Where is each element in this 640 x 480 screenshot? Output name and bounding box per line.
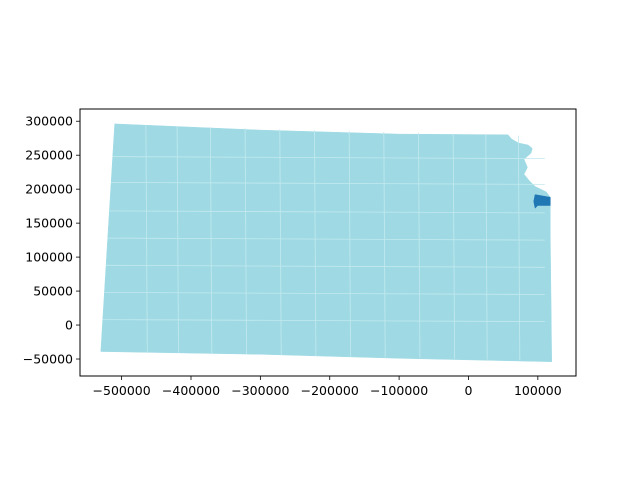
y-tick-label: 50000 xyxy=(33,284,73,299)
county-boundary-v-5 xyxy=(314,130,317,356)
county-boundary-v-1 xyxy=(176,126,179,353)
y-axis: −50000 0 50000 100000 150000 200000 250000 3000… xyxy=(23,114,80,367)
y-tick-label: −50000 xyxy=(23,352,73,367)
x-tick-label: −200000 xyxy=(301,383,359,398)
y-tick-label: 0 xyxy=(65,318,73,333)
x-tick-label: 100000 xyxy=(514,383,562,398)
county-boundary-v-0 xyxy=(145,125,148,352)
x-tick-label: −500000 xyxy=(93,383,151,398)
x-axis: −500000 −400000 −300000 −200000 −100000 0 1000… xyxy=(93,376,562,398)
y-tick-label: 250000 xyxy=(25,148,73,163)
county-boundary-h-4 xyxy=(106,264,545,268)
y-tick-label: 300000 xyxy=(25,114,73,129)
county-boundary-h-1 xyxy=(111,181,545,185)
plot-area xyxy=(100,123,552,362)
county-boundary-h-0 xyxy=(112,156,545,160)
y-tick-label: 100000 xyxy=(25,250,73,265)
county-boundary-h-6 xyxy=(102,319,545,323)
x-tick-label: 0 xyxy=(464,383,472,398)
county-boundary-v-2 xyxy=(210,127,213,354)
county-boundary-v-6 xyxy=(348,131,351,357)
y-tick-label: 150000 xyxy=(25,216,73,231)
y-tick-label: 200000 xyxy=(25,182,73,197)
county-boundary-h-3 xyxy=(107,237,545,241)
county-boundary-v-8 xyxy=(418,132,421,359)
county-boundary-v-3 xyxy=(244,128,247,355)
x-tick-label: −300000 xyxy=(231,383,289,398)
county-boundaries xyxy=(102,125,545,361)
state-region xyxy=(100,123,552,362)
highlighted-county xyxy=(533,194,551,209)
county-boundary-h-2 xyxy=(109,210,545,214)
x-tick-label: −400000 xyxy=(162,383,220,398)
axes-frame xyxy=(79,108,577,377)
county-boundary-v-7 xyxy=(383,131,386,358)
county-boundary-v-11 xyxy=(518,135,521,361)
county-boundary-v-9 xyxy=(452,133,455,359)
county-boundary-v-4 xyxy=(279,129,282,355)
x-tick-label: −100000 xyxy=(370,383,428,398)
county-boundary-v-10 xyxy=(485,134,488,360)
